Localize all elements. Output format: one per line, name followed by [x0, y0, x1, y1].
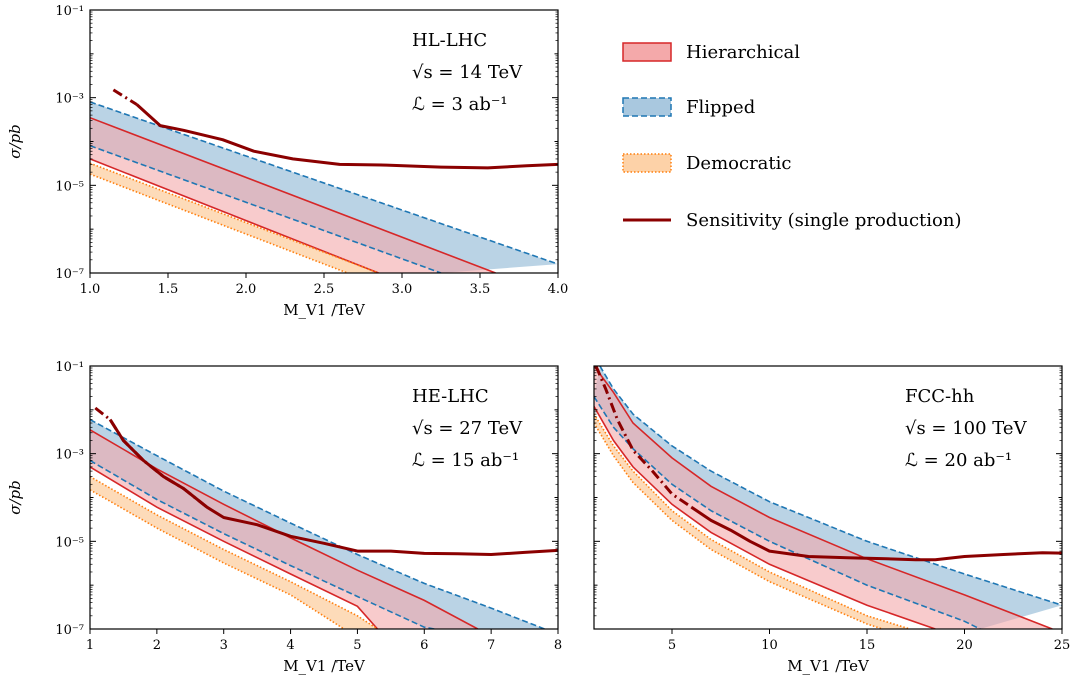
annotation-collider: HL-LHC: [412, 30, 487, 51]
annotation-lumi: ℒ = 20 ab⁻¹: [905, 450, 1012, 471]
flipped-upper-line: [599, 366, 1062, 606]
y-tick-label: 10⁻⁵: [55, 535, 84, 550]
hierarchical-upper-line: [594, 366, 1053, 629]
hierarchical-lower-line: [90, 158, 379, 273]
flipped-upper-line: [90, 101, 558, 265]
panel-he-lhc: 1 2 3 4 5 6 7 8 10⁻⁷ 10⁻⁵ 10⁻³ 10⁻¹ σ/pb M_V1 /TeV HE-…: [6, 360, 562, 675]
legend-label-flipped: Flipped: [686, 97, 755, 118]
annotation-lumi: ℒ = 15 ab⁻¹: [412, 450, 519, 471]
y-tick-label: 10⁻⁵: [55, 179, 84, 194]
x-tick-label: 10: [761, 638, 778, 653]
x-tick-label: 15: [859, 638, 876, 653]
x-tick-label: 3: [220, 638, 228, 653]
x-tick-label: 1.0: [80, 282, 101, 297]
y-tick-label: 10⁻¹: [55, 360, 84, 375]
x-axis-label: M_V1 /TeV: [283, 301, 366, 319]
sensitivity-line: [135, 103, 558, 170]
legend: Hierarchical Flipped Democratic Sensitiv…: [622, 42, 961, 231]
flipped-band: [90, 101, 558, 273]
x-tick-label: 4: [286, 638, 294, 653]
annotation-collider: FCC-hh: [905, 386, 975, 407]
annotation-collider: HE-LHC: [412, 386, 489, 407]
x-tick-label: 2: [153, 638, 161, 653]
legend-swatch-flipped: [622, 97, 672, 117]
legend-label-democratic: Democratic: [686, 153, 791, 174]
democratic-upper-line: [90, 475, 378, 629]
y-tick-label: 10⁻³: [55, 92, 84, 107]
x-tick-label: 4.0: [548, 282, 569, 297]
x-tick-label: 20: [956, 638, 973, 653]
sensitivity-dashdot-line: [112, 88, 138, 106]
hierarchical-lower-line: [90, 466, 379, 629]
legend-swatch-democratic: [622, 153, 672, 173]
x-tick-label: 25: [1054, 638, 1071, 653]
democratic-upper-line: [594, 413, 911, 629]
y-axis-label: σ/pb: [6, 124, 24, 159]
flipped-lower-line: [594, 396, 981, 629]
sensitivity-dashdot-line: [594, 366, 693, 509]
plot-area: [594, 366, 1062, 629]
flipped-lower-line: [90, 144, 442, 273]
x-tick-label: 2.0: [236, 282, 257, 297]
x-tick-label: 6: [420, 638, 428, 653]
annotation-energy: √s = 14 TeV: [412, 62, 523, 83]
democratic-lower-line: [594, 422, 883, 629]
x-tick-label: 1.5: [158, 282, 179, 297]
annotation-lumi: ℒ = 3 ab⁻¹: [412, 94, 508, 115]
y-tick-label: 10⁻⁷: [55, 267, 84, 282]
annotation-energy: √s = 100 TeV: [905, 418, 1028, 439]
y-tick-label: 10⁻⁷: [55, 623, 84, 638]
x-tick-label: 5: [668, 638, 676, 653]
legend-label-hierarchical: Hierarchical: [686, 42, 800, 63]
y-axis-label: σ/pb: [6, 480, 24, 515]
x-axis-label: M_V1 /TeV: [283, 657, 366, 675]
democratic-upper-line: [90, 162, 379, 273]
democratic-lower-line: [90, 173, 348, 273]
hierarchical-band: [594, 366, 1053, 629]
panel-fcc-hh: 5 10 15 20 25 M_V1 /TeV FCC-hh √s = 100 TeV ℒ = …: [593, 365, 1071, 675]
legend-label-sensitivity: Sensitivity (single production): [686, 210, 961, 231]
flipped-upper-line: [90, 418, 545, 629]
panel-hl-lhc: 1.0 1.5 2.0 2.5 3.0 3.5 4.0 10⁻⁷ 10⁻⁵ 10⁻³ 10⁻¹ σ/p…: [6, 4, 568, 319]
hierarchical-upper-line: [90, 429, 479, 629]
x-tick-label: 8: [554, 638, 562, 653]
y-tick-label: 10⁻¹: [55, 4, 84, 19]
plot-area: [90, 88, 558, 273]
y-tick-label: 10⁻³: [55, 448, 84, 463]
hierarchical-lower-line: [594, 406, 936, 629]
x-tick-label: 2.5: [314, 282, 335, 297]
x-tick-label: 3.5: [470, 282, 491, 297]
x-tick-label: 1: [86, 638, 94, 653]
annotation-energy: √s = 27 TeV: [412, 418, 523, 439]
x-tick-label: 5: [353, 638, 361, 653]
x-tick-label: 3.0: [392, 282, 413, 297]
flipped-band: [594, 366, 1062, 629]
plot-area: [90, 406, 558, 629]
sensitivity-line: [690, 505, 1062, 562]
democratic-band: [90, 476, 378, 629]
hierarchical-upper-line: [90, 116, 496, 273]
sensitivity-line: [108, 418, 558, 556]
flipped-lower-line: [90, 459, 435, 629]
legend-swatch-hierarchical: [622, 42, 672, 62]
x-tick-label: 7: [487, 638, 495, 653]
x-axis-label: M_V1 /TeV: [787, 657, 870, 675]
